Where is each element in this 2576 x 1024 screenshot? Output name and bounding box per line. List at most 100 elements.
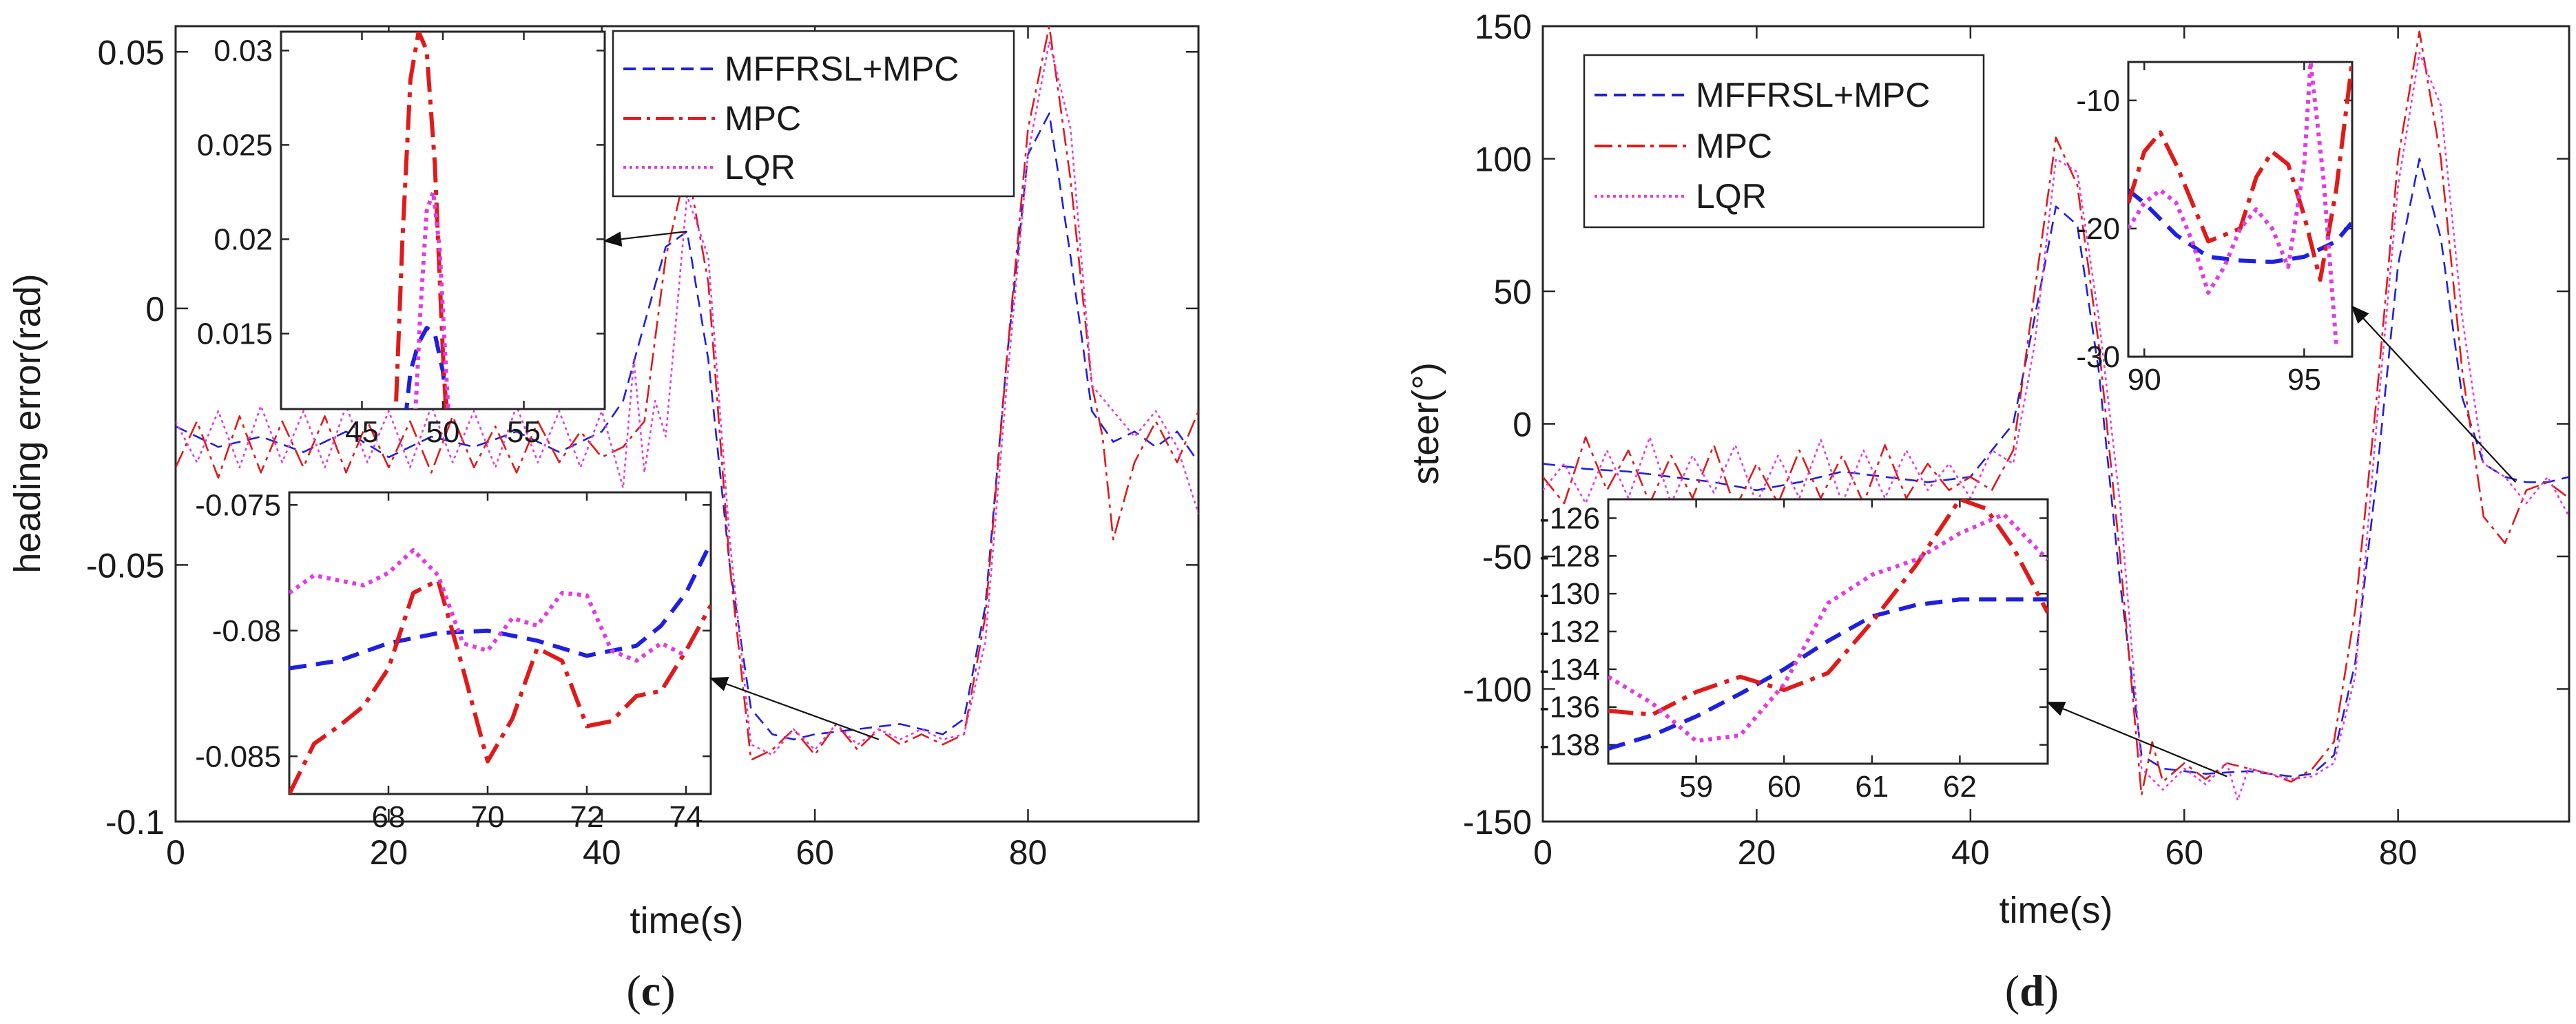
inset-d2-lines <box>1608 499 2048 751</box>
inset-c2-xtick-label-2: 72 <box>570 800 604 834</box>
inset-c2: 68 70 72 74 -0.075 -0.08 -0.085 <box>195 488 712 834</box>
inset-d1-ytick-label-1: -20 <box>2076 212 2120 246</box>
inset-c1: 45 50 55 0.03 0.025 0.02 0.015 <box>197 30 606 449</box>
inset-d1-series-mpc <box>2128 62 2352 282</box>
inset-d2-ytick-label-6: -138 <box>1539 729 1600 762</box>
panel-d-xlabel: time(s) <box>1999 890 2113 931</box>
panel-c-legend: MFFRSL+MPC MPC LQR <box>612 30 1015 198</box>
panel-d-ticks: 0 20 40 60 80 150 100 50 0 -50 -100 -150 <box>1463 8 2569 872</box>
inset-c1-series-lqr <box>413 189 450 409</box>
inset-d1-xtick-label-1: 95 <box>2287 363 2321 397</box>
panel-d-ytick-label-0: 150 <box>1475 8 1532 46</box>
panel-d-series-lqr <box>1543 52 2569 802</box>
inset-c2-arrow <box>709 676 880 740</box>
inset-d2-series-lqr <box>1608 512 2048 744</box>
panel-d-legend-box <box>1583 54 1985 229</box>
panel-d-ytick-label-5: -100 <box>1463 671 1532 709</box>
inset-d1-axes <box>2127 61 2354 358</box>
panel-d-series-mpc <box>1543 30 2569 796</box>
panel-d-xtick-label-3: 60 <box>2165 833 2203 872</box>
inset-d1-xtick-label-0: 90 <box>2128 363 2161 397</box>
inset-c2-series-lqr <box>289 547 687 663</box>
panel-d-legend-label-lqr: LQR <box>1696 177 1767 216</box>
inset-c2-xtick-label-0: 68 <box>372 800 406 834</box>
inset-c2-series-mpc <box>289 578 711 794</box>
inset-c1-series-mpc <box>393 32 448 409</box>
inset-d2-xtick-label-0: 59 <box>1679 770 1713 804</box>
panel-d-legend: MFFRSL+MPC MPC LQR <box>1583 54 1985 229</box>
inset-d2-ytick-label-1: -128 <box>1539 539 1600 573</box>
panel-c-caption-close: ) <box>661 966 675 1015</box>
panel-d-xtick-label-1: 20 <box>1738 833 1776 872</box>
inset-c1-arrow <box>603 230 687 247</box>
inset-d1-ytick-label-0: -10 <box>2076 84 2120 118</box>
panel-d-caption-letter: d <box>2019 966 2044 1015</box>
inset-d1-arrow <box>2351 305 2517 483</box>
panel-d-caption-close: ) <box>2044 966 2059 1015</box>
inset-d2: 59 60 61 62 -126 -128 -130 -132 -134 -136 -138 <box>1539 498 2049 804</box>
panel-c-xtick-label-4: 80 <box>1009 833 1048 872</box>
inset-d2-ytick-label-3: -132 <box>1539 615 1600 649</box>
inset-d1-ytick-label-2: -30 <box>2076 340 2120 374</box>
inset-c1-ticks: 45 50 55 0.03 0.025 0.02 0.015 <box>197 32 605 449</box>
panel-c-caption: (c) <box>626 966 675 1015</box>
inset-d2-arrow <box>2046 701 2227 777</box>
panel-d-caption-open: ( <box>2005 966 2019 1015</box>
panel-d-xtick-label-4: 80 <box>2379 833 2418 872</box>
panel-c-legend-label-lqr: LQR <box>725 148 796 187</box>
zoom-arrows <box>603 230 2517 777</box>
panel-c-lines <box>176 26 1198 761</box>
inset-d2-ticks: 59 60 61 62 -126 -128 -130 -132 -134 -136 -138 <box>1539 499 2048 804</box>
panel-d-caption-text: (d) <box>2005 966 2059 1015</box>
inset-c2-series-mffrsl-mpc <box>289 541 711 671</box>
panel-d-lines <box>1543 30 2569 802</box>
inset-c2-ytick-label-0: -0.075 <box>195 488 281 522</box>
inset-d2-ytick-label-4: -134 <box>1539 653 1600 687</box>
panel-d-ytick-label-3: 0 <box>1513 406 1532 444</box>
inset-c1-xtick-label-2: 55 <box>507 415 541 449</box>
inset-d2-ytick-label-5: -136 <box>1539 691 1600 724</box>
inset-d2-series-mpc <box>1608 499 2048 717</box>
inset-c2-ytick-label-2: -0.085 <box>195 740 281 773</box>
inset-d1: 90 95 -10 -20 -30 <box>2076 61 2354 397</box>
panel-c-caption-open: ( <box>626 966 641 1015</box>
panel-c-ytick-label-2: -0.05 <box>86 546 165 585</box>
inset-c1-xtick-label-0: 45 <box>345 415 379 449</box>
inset-c1-ytick-label-3: 0.015 <box>197 317 273 351</box>
inset-d1-lines <box>2128 62 2352 344</box>
panel-c-ticks: 0 20 40 60 80 0.05 0 -0.05 -0.1 <box>86 26 1198 872</box>
inset-d2-xtick-label-3: 62 <box>1943 770 1977 804</box>
panel-c-ytick-label-0: 0.05 <box>98 33 165 72</box>
inset-c2-axes <box>288 491 712 795</box>
panel-c: 0 20 40 60 80 0.05 0 -0.05 -0.1 time(s) heading … <box>7 25 1200 1015</box>
panel-c-series-mffrsl-mpc <box>176 112 1198 741</box>
panel-c-caption-letter: c <box>641 966 661 1015</box>
inset-c2-ticks: 68 70 72 74 -0.075 -0.08 -0.085 <box>195 488 711 834</box>
inset-c1-xtick-label-1: 50 <box>426 415 460 449</box>
panel-d-ylabel: steer(°) <box>1405 362 1446 485</box>
panel-d-ytick-label-2: 50 <box>1493 273 1532 311</box>
panel-c-xlabel: time(s) <box>630 900 744 941</box>
inset-d2-ytick-label-0: -126 <box>1539 501 1600 535</box>
inset-c1-ytick-label-2: 0.02 <box>214 222 273 256</box>
inset-c1-ytick-label-0: 0.03 <box>214 34 273 67</box>
panel-d-xtick-label-0: 0 <box>1533 833 1552 872</box>
inset-d1-ticks: 90 95 -10 -20 -30 <box>2076 62 2352 397</box>
panel-c-ytick-label-1: 0 <box>145 290 165 328</box>
inset-c1-ytick-label-1: 0.025 <box>197 128 273 162</box>
panel-c-series-lqr <box>176 41 1198 756</box>
inset-c2-lines <box>289 541 711 794</box>
inset-c1-lines <box>393 32 450 409</box>
panel-d-legend-label-mpc: MPC <box>1696 127 1772 165</box>
panel-d-xtick-label-2: 40 <box>1951 833 1990 872</box>
inset-d2-axes <box>1607 498 2049 765</box>
panel-c-xtick-label-0: 0 <box>166 833 185 872</box>
panel-c-legend-label-mffrsl: MFFRSL+MPC <box>725 50 959 88</box>
panel-c-xtick-label-3: 60 <box>796 833 834 872</box>
inset-d2-ytick-label-2: -130 <box>1539 577 1600 611</box>
panel-d-legend-label-mffrsl: MFFRSL+MPC <box>1696 76 1930 114</box>
panel-d-caption: (d) <box>2005 966 2059 1015</box>
panel-d-ytick-label-6: -150 <box>1463 803 1532 842</box>
panel-d-ytick-label-4: -50 <box>1482 538 1532 576</box>
